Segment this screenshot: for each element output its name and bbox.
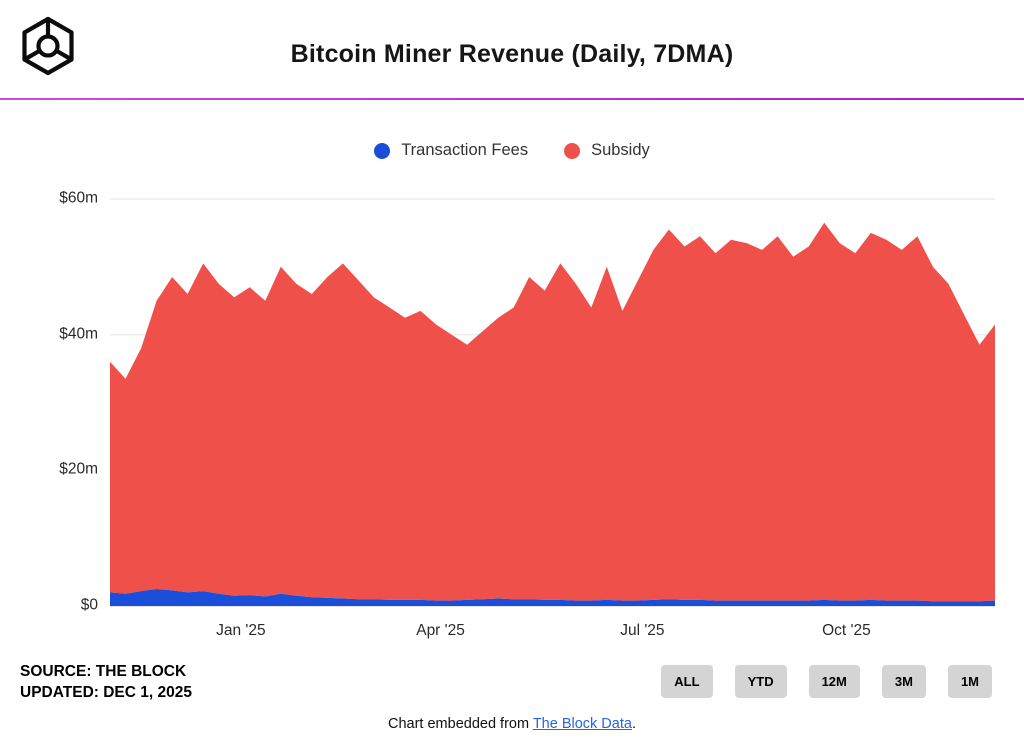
embed-attribution: Chart embedded from The Block Data. bbox=[0, 716, 1024, 732]
x-axis-label: Jul '25 bbox=[620, 622, 665, 639]
source-line: SOURCE: THE BLOCK bbox=[20, 663, 187, 680]
updated-line: UPDATED: DEC 1, 2025 bbox=[20, 684, 192, 701]
y-axis-label: $60m bbox=[59, 189, 98, 207]
legend-label-subsidy: Subsidy bbox=[591, 141, 650, 159]
legend-label-transaction-fees: Transaction Fees bbox=[401, 141, 529, 159]
y-axis-label: $0 bbox=[80, 596, 98, 614]
header-divider bbox=[0, 98, 1024, 100]
range-selector: ALL YTD 12M 3M 1M bbox=[661, 665, 992, 698]
legend-item-subsidy[interactable]: Subsidy bbox=[564, 141, 650, 160]
embed-prefix: Chart embedded from bbox=[388, 716, 533, 732]
x-axis-label: Jan '25 bbox=[216, 622, 266, 639]
the-block-logo[interactable] bbox=[16, 14, 80, 83]
source-block: SOURCE: THE BLOCK UPDATED: DEC 1, 2025 bbox=[20, 661, 192, 703]
the-block-data-link[interactable]: The Block Data bbox=[532, 716, 632, 732]
stacked-area-chart bbox=[110, 198, 995, 607]
range-button-ytd[interactable]: YTD bbox=[734, 665, 787, 698]
embed-suffix: . bbox=[631, 716, 636, 732]
range-button-3m[interactable]: 3M bbox=[881, 665, 926, 698]
chart-plot-area[interactable] bbox=[110, 185, 995, 612]
subsidy-dot-icon bbox=[564, 142, 581, 159]
x-axis-label: Oct '25 bbox=[822, 622, 871, 639]
transaction-fees-dot-icon bbox=[374, 142, 391, 159]
y-axis-label: $40m bbox=[59, 325, 98, 343]
range-button-12m[interactable]: 12M bbox=[808, 665, 860, 698]
x-axis-label: Apr '25 bbox=[416, 622, 465, 639]
range-button-all[interactable]: ALL bbox=[661, 665, 713, 698]
y-axis-label: $20m bbox=[59, 460, 98, 478]
page-title: Bitcoin Miner Revenue (Daily, 7DMA) bbox=[290, 40, 734, 68]
cube-logo-icon bbox=[22, 16, 74, 76]
chart-legend: Transaction Fees Subsidy bbox=[0, 141, 1024, 160]
range-button-1m[interactable]: 1M bbox=[947, 665, 992, 698]
legend-item-transaction-fees[interactable]: Transaction Fees bbox=[374, 141, 528, 160]
